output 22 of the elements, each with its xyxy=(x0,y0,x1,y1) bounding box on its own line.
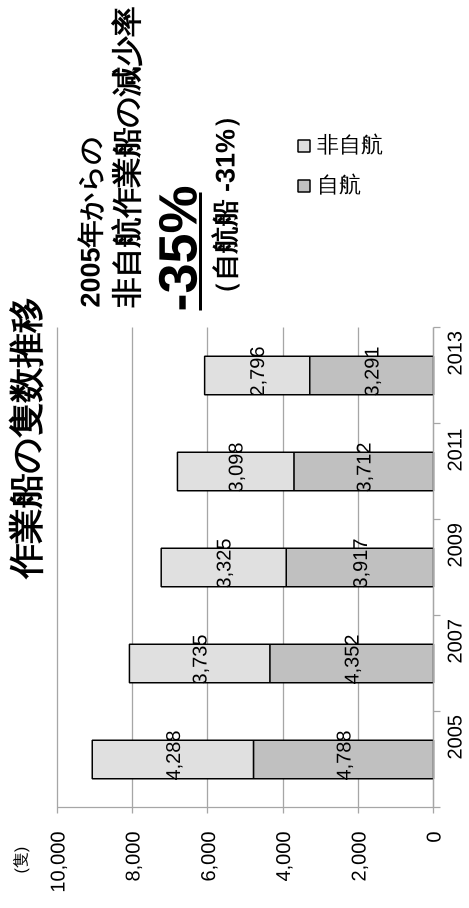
x-tick-label: 0 xyxy=(424,832,446,843)
y-axis-title: (隻) xyxy=(12,846,30,874)
data-label: 3,291 xyxy=(362,346,384,397)
y-tick-label: 2009 xyxy=(444,523,466,568)
text: （自航船 -31%） xyxy=(210,102,240,308)
legend-label: 自航 xyxy=(317,171,361,199)
data-label: 4,352 xyxy=(342,634,364,685)
x-tick-label: 6,000 xyxy=(198,831,220,882)
legend-label: 非自航 xyxy=(317,131,383,159)
text: 2005年からの xyxy=(76,136,106,308)
text: 非自航作業船の減少率 xyxy=(110,6,144,308)
y-tick-label: 2005 xyxy=(444,715,466,760)
text: 作業船の隻数推移 xyxy=(7,298,46,580)
x-tick-label: 4,000 xyxy=(273,831,296,882)
x-tick-label: 8,000 xyxy=(122,831,145,882)
data-label: 3,917 xyxy=(350,538,372,589)
text: -35% xyxy=(148,185,208,312)
y-tick-label: 2013 xyxy=(444,331,466,376)
x-tick-label: 10,000 xyxy=(48,832,70,893)
x-tick-label: 2,000 xyxy=(348,831,370,882)
y-tick-label: 2011 xyxy=(444,428,466,472)
y-tick-label: 2007 xyxy=(444,619,466,664)
